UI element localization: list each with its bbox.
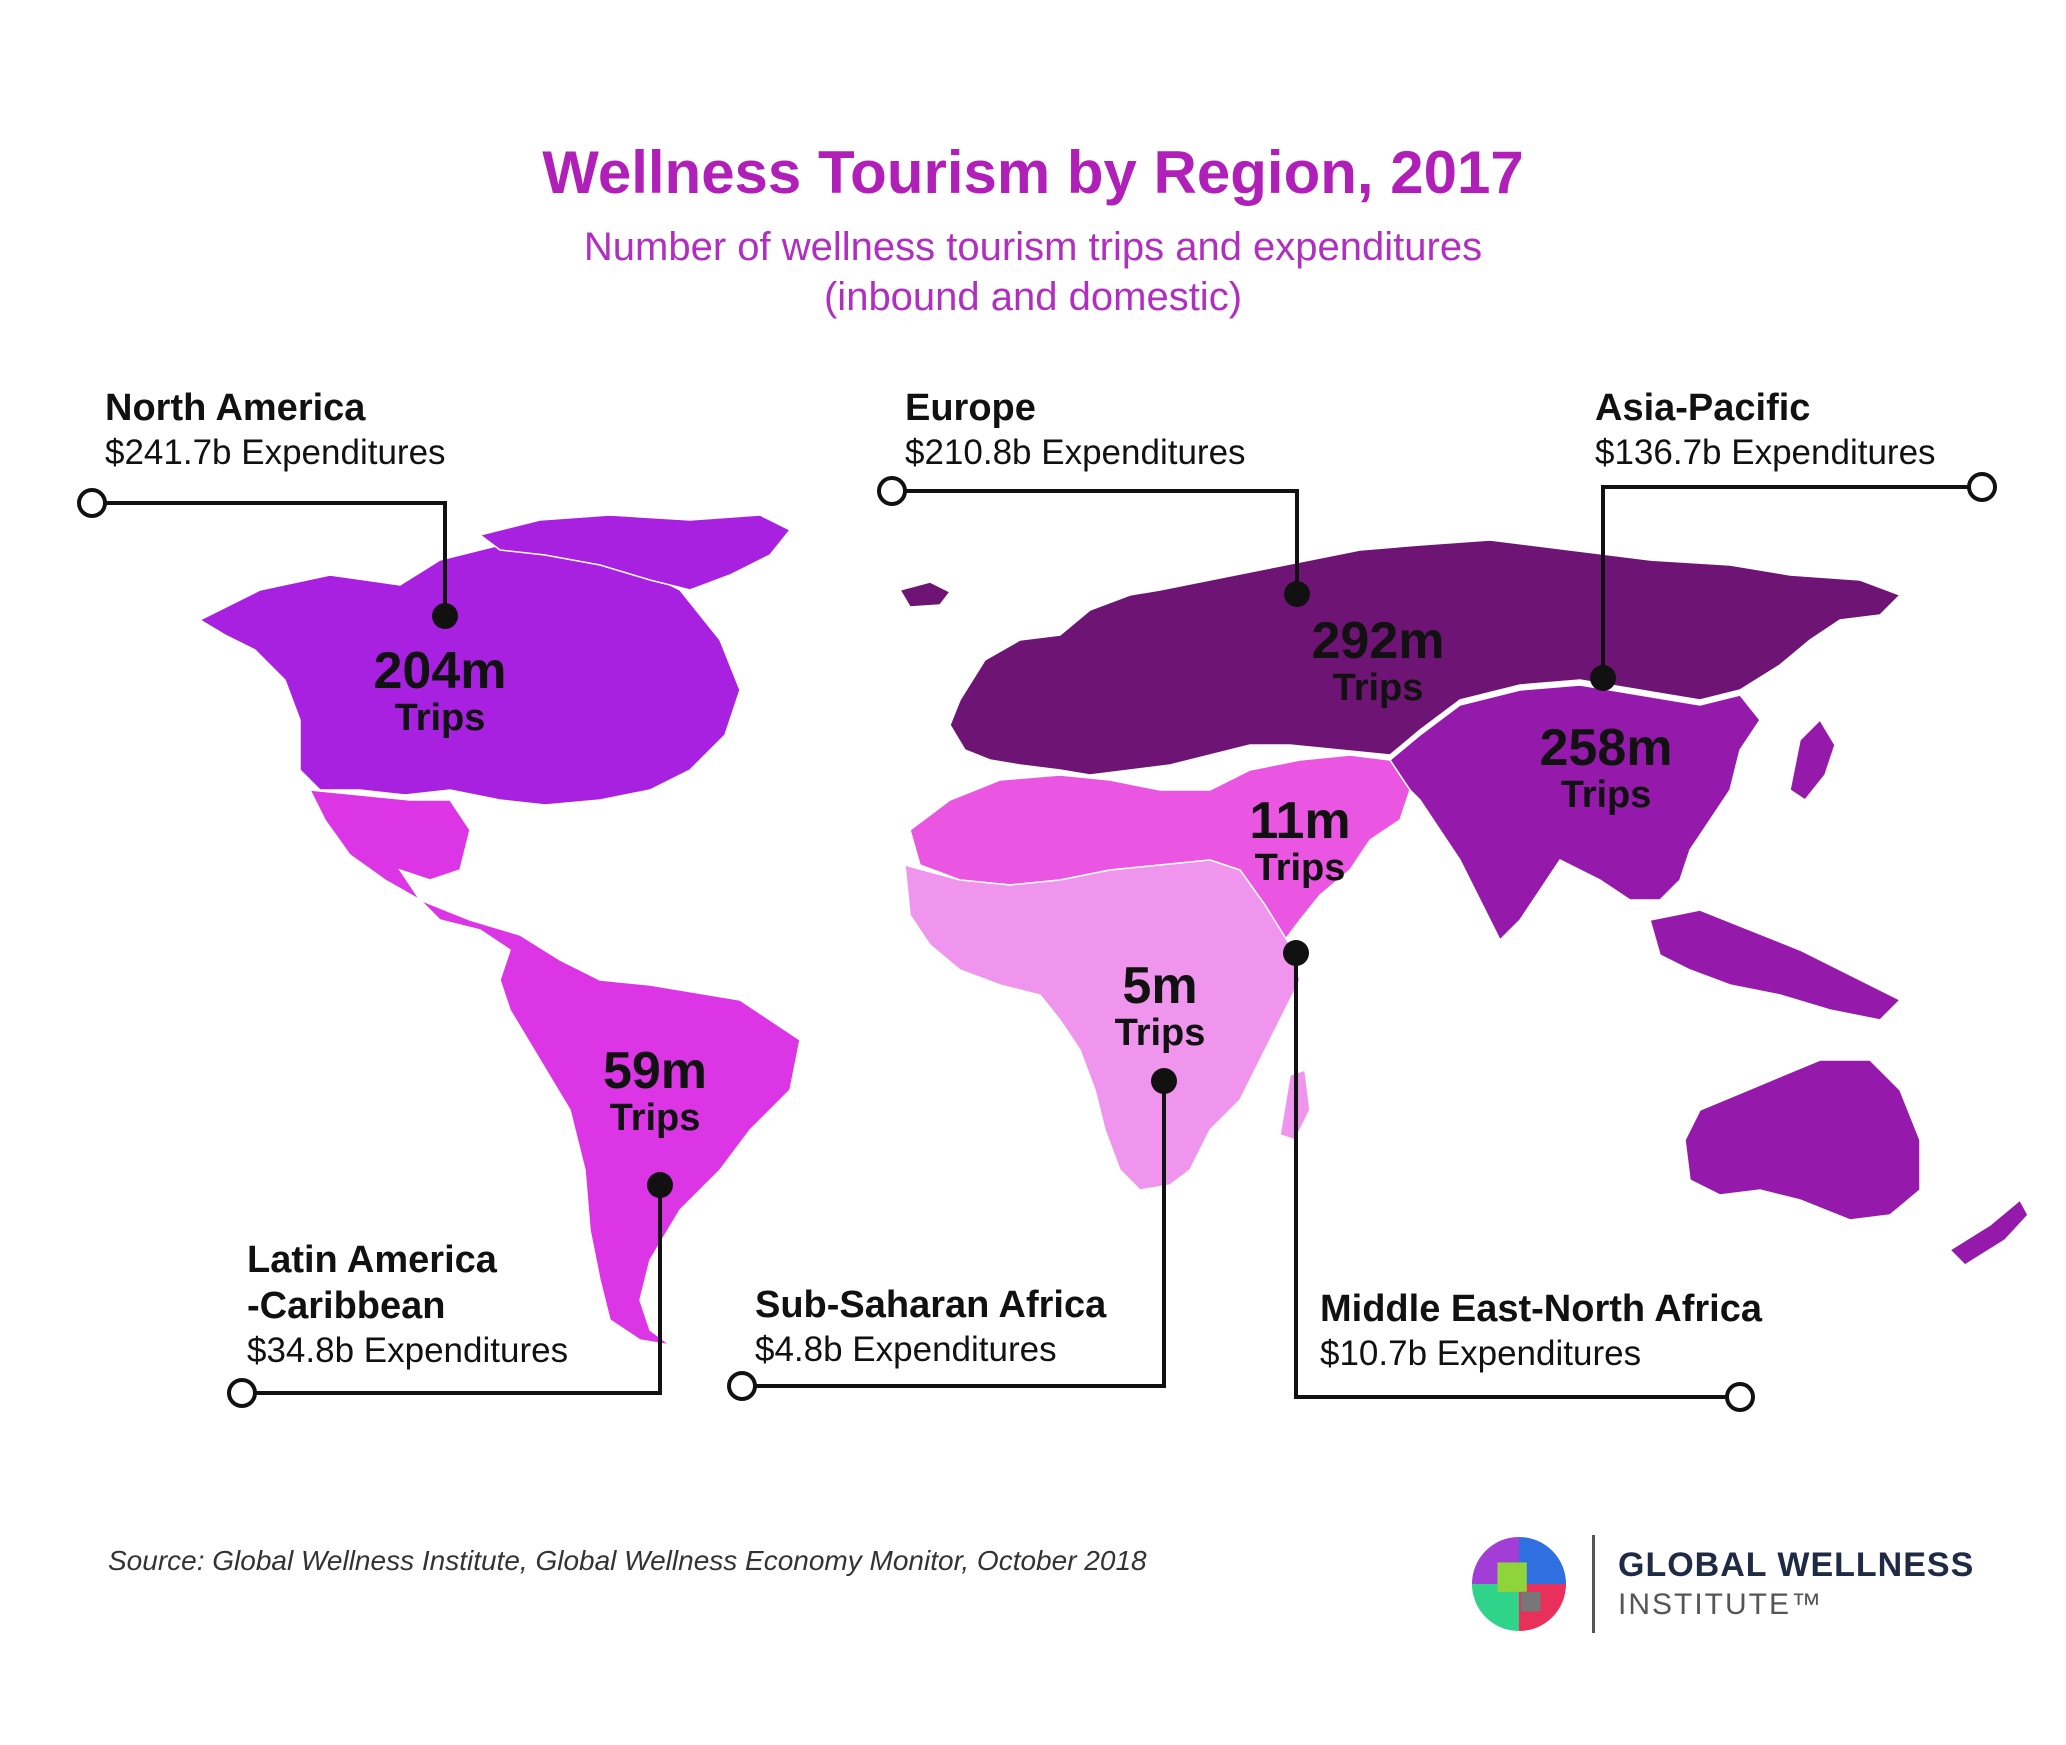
region-name-europe: Europe [905,387,1036,429]
trips-latin-america: 59m Trips [555,1045,755,1137]
region-europe [898,539,1902,776]
trips-north-america: 204m Trips [340,645,540,737]
subtitle-line-2: (inbound and domestic) [823,275,1243,319]
subtitle-line-1: Number of wellness tourism trips and exp… [583,225,1483,269]
region-expenditures-asia-pacific: $136.7b Expenditures [1595,433,1936,472]
region-name-latin-america-line1: Latin America [247,1239,497,1281]
region-expenditures-mena: $10.7b Expenditures [1320,1334,1642,1373]
region-asia-pacific [1389,684,2029,1266]
logo-text-line2: INSTITUTE™ [1618,1588,1823,1621]
trips-value-europe: 292m [1311,612,1445,670]
trips-label-north-america: Trips [394,697,486,739]
trips-label-mena: Trips [1254,847,1346,889]
leader-line-asia-pacific [1601,485,1982,678]
trips-sub-saharan-africa: 5m Trips [1060,960,1260,1052]
leader-line-latin-america [242,1185,662,1395]
trips-value-latin-america: 59m [602,1042,708,1100]
leader-lines [92,485,1982,1399]
logo-text-line1: GLOBAL WELLNESS [1618,1546,1975,1584]
endpoint-open-latin-america [227,1378,257,1408]
region-name-asia-pacific: Asia-Pacific [1595,387,1811,429]
label-latin-america: Latin America -Caribbean $34.8b Expendit… [247,1237,568,1373]
leader-line-mena [1294,953,1740,1399]
trips-value-mena: 11m [1249,792,1351,850]
endpoint-dot-sub-saharan-africa [1151,1068,1177,1094]
label-north-america: North America $241.7b Expenditures [105,385,446,475]
region-name-mena: Middle East-North Africa [1320,1288,1762,1330]
endpoint-dot-asia-pacific [1590,665,1616,691]
endpoint-dot-europe [1284,581,1310,607]
leader-endpoints [77,472,1997,1412]
region-latin-america [308,789,801,1346]
endpoint-open-mena [1725,1382,1755,1412]
region-sub-saharan-africa [904,859,1311,1191]
endpoint-open-europe [877,476,907,506]
page-title: Wellness Tourism by Region, 2017 [542,139,1524,206]
endpoint-dot-latin-america [647,1172,673,1198]
region-expenditures-latin-america: $34.8b Expenditures [247,1331,569,1370]
label-asia-pacific: Asia-Pacific $136.7b Expenditures [1595,385,1936,475]
endpoint-open-sub-saharan-africa [727,1371,757,1401]
trips-value-asia-pacific: 258m [1539,719,1673,777]
label-sub-saharan-africa: Sub-Saharan Africa $4.8b Expenditures [755,1282,1106,1372]
region-expenditures-europe: $210.8b Expenditures [905,433,1246,472]
region-expenditures-sub-saharan-africa: $4.8b Expenditures [755,1330,1057,1369]
trips-europe: 292m Trips [1278,615,1478,707]
gwi-logo-icon [1471,1536,1567,1632]
label-europe: Europe $210.8b Expenditures [905,385,1246,475]
trips-value-north-america: 204m [373,642,507,700]
page-subtitle: Number of wellness tourism trips and exp… [0,222,2066,322]
source-note: Source: Global Wellness Institute, Globa… [108,1545,1147,1576]
trips-label-asia-pacific: Trips [1560,774,1652,816]
label-mena: Middle East-North Africa $10.7b Expendit… [1320,1286,1762,1376]
region-name-north-america: North America [105,387,366,429]
leader-line-europe [892,489,1299,594]
region-name-sub-saharan-africa: Sub-Saharan Africa [755,1284,1107,1326]
region-name-latin-america-line2: -Caribbean [247,1285,446,1327]
trips-label-latin-america: Trips [609,1097,701,1139]
trips-mena: 11m Trips [1200,795,1400,887]
leader-line-north-america [92,501,447,616]
leader-line-sub-saharan-africa [742,1081,1166,1388]
endpoint-open-north-america [77,488,107,518]
trips-label-sub-saharan-africa: Trips [1114,1012,1206,1054]
endpoint-open-asia-pacific [1967,472,1997,502]
trips-label-europe: Trips [1332,667,1424,709]
endpoint-dot-mena [1283,940,1309,966]
trips-asia-pacific: 258m Trips [1506,722,1706,814]
region-north-america [198,514,792,806]
trips-value-sub-saharan-africa: 5m [1122,957,1198,1015]
region-expenditures-north-america: $241.7b Expenditures [105,433,446,472]
logo-divider [1592,1535,1595,1633]
endpoint-dot-north-america [432,603,458,629]
